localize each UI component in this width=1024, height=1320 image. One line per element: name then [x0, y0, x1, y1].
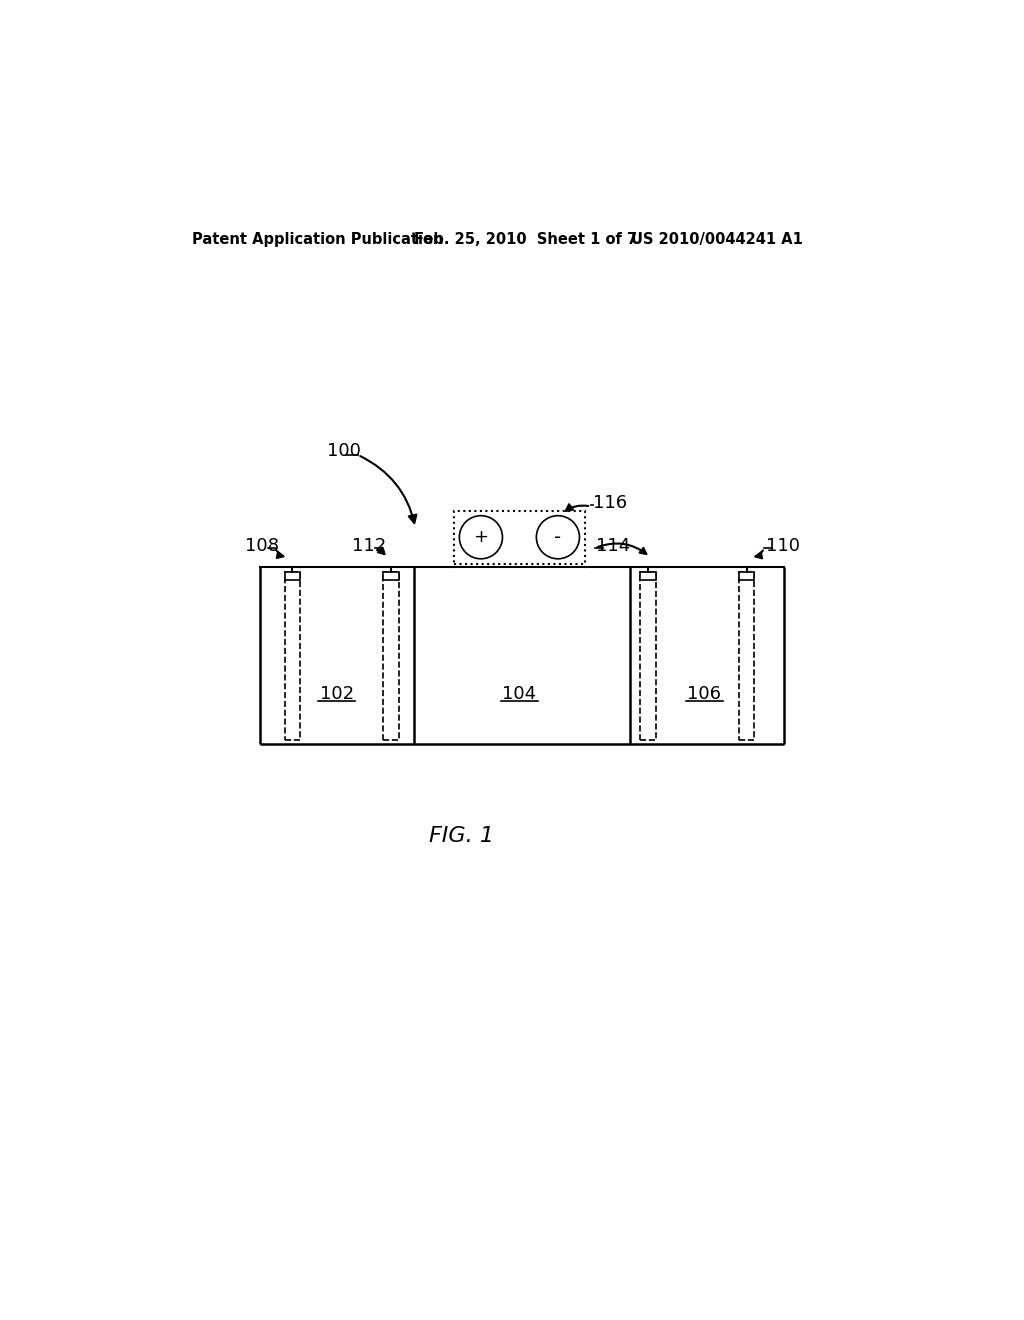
FancyArrowPatch shape — [565, 504, 588, 511]
FancyArrowPatch shape — [360, 455, 417, 523]
Bar — [640, 572, 655, 579]
Bar — [739, 572, 755, 579]
Text: 116: 116 — [593, 495, 627, 512]
Bar — [285, 572, 300, 739]
Bar — [640, 572, 655, 739]
Text: FIG. 1: FIG. 1 — [429, 826, 495, 846]
Bar — [454, 511, 585, 564]
Bar — [739, 572, 755, 739]
Bar — [383, 572, 398, 579]
Text: Patent Application Publication: Patent Application Publication — [193, 231, 443, 247]
Bar — [285, 572, 300, 579]
FancyArrowPatch shape — [597, 544, 646, 554]
FancyArrowPatch shape — [756, 550, 763, 558]
Text: 106: 106 — [687, 685, 721, 702]
Text: 104: 104 — [503, 685, 537, 702]
Text: 108: 108 — [245, 537, 279, 554]
Text: US 2010/0044241 A1: US 2010/0044241 A1 — [631, 231, 803, 247]
Text: -: - — [554, 528, 561, 546]
Text: Feb. 25, 2010  Sheet 1 of 7: Feb. 25, 2010 Sheet 1 of 7 — [414, 231, 637, 247]
Text: 100: 100 — [327, 442, 360, 459]
Text: +: + — [473, 528, 488, 546]
FancyArrowPatch shape — [378, 548, 384, 554]
Text: 110: 110 — [766, 537, 800, 554]
Text: 102: 102 — [319, 685, 354, 702]
Bar — [383, 572, 398, 739]
Text: 114: 114 — [596, 537, 631, 554]
Text: 112: 112 — [352, 537, 387, 554]
FancyArrowPatch shape — [276, 550, 284, 558]
